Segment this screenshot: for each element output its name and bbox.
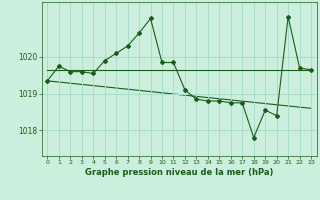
X-axis label: Graphe pression niveau de la mer (hPa): Graphe pression niveau de la mer (hPa) xyxy=(85,168,273,177)
